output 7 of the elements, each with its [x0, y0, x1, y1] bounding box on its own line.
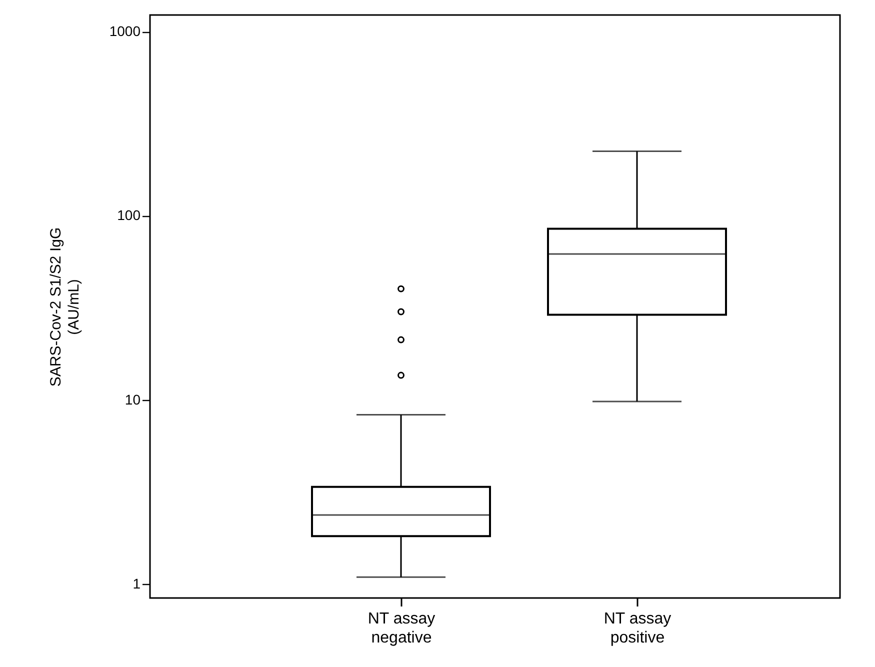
y-tick-label: 1000: [109, 23, 141, 40]
y-tick-label: 10: [124, 391, 141, 408]
y-tick-label: 1: [132, 576, 141, 592]
x-tick-label: NT assay negative: [368, 610, 436, 646]
y-tick-label: 100: [117, 207, 141, 224]
x-tick-label: NT assay positive: [604, 610, 672, 646]
y-axis-title: SARS-Cov-2 S1/S2 IgG (AU/mL): [47, 227, 82, 387]
